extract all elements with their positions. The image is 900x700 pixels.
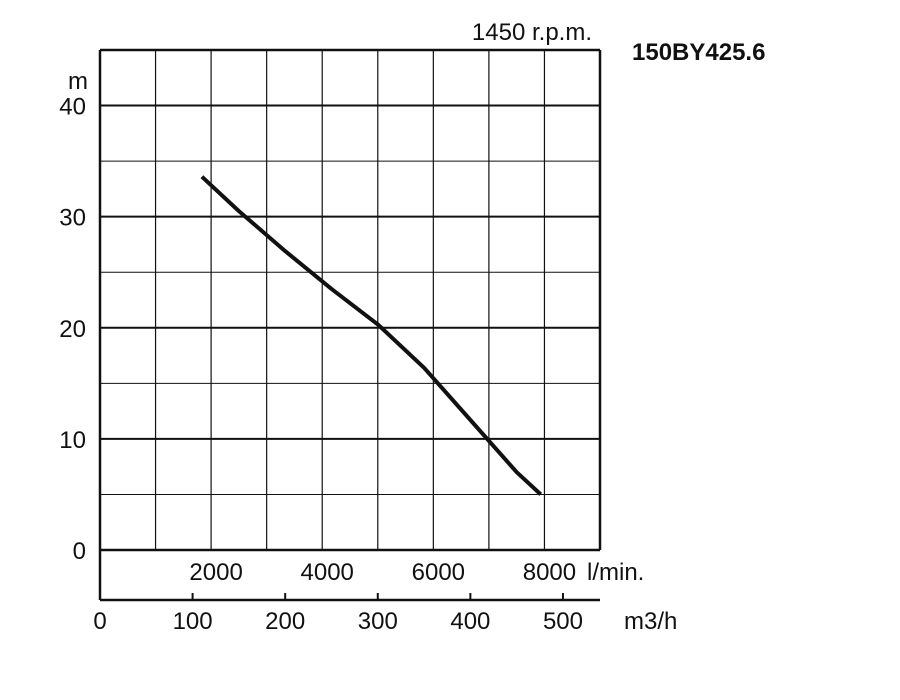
m3h-tick-label: 200 [265, 608, 305, 635]
m3h-tick-label: 300 [358, 608, 398, 635]
m3h-unit-label: m3/h [624, 608, 677, 635]
y-tick-label: 40 [59, 94, 86, 121]
lmin-tick-label: 6000 [412, 559, 465, 586]
series-line-0 [200, 175, 543, 496]
lmin-tick-labels: 2000 4000 6000 8000 [189, 559, 576, 586]
y-tick-labels: 0 10 20 30 40 [59, 94, 86, 565]
speed-label: 1450 r.p.m. [472, 19, 592, 46]
y-tick-label: 30 [59, 205, 86, 232]
grid-lines [98, 48, 602, 602]
m3h-tick-label: 100 [173, 608, 213, 635]
y-tick-label: 10 [59, 427, 86, 454]
m3h-tick-labels: 0 100 200 300 400 500 [93, 608, 583, 635]
lmin-tick-label: 8000 [523, 559, 576, 586]
y-tick-label: 20 [59, 316, 86, 343]
y-tick-label: 0 [73, 538, 86, 565]
m3h-tick-label: 0 [93, 608, 106, 635]
model-label: 150BY425.6 [632, 39, 765, 66]
m3h-tick-label: 500 [543, 608, 583, 635]
y-axis-label: m [68, 68, 88, 95]
lmin-tick-label: 4000 [301, 559, 354, 586]
m3h-tick-label: 400 [450, 608, 490, 635]
lmin-unit-label: l/min. [587, 559, 644, 586]
lmin-tick-label: 2000 [189, 559, 242, 586]
series-layer [200, 175, 543, 496]
